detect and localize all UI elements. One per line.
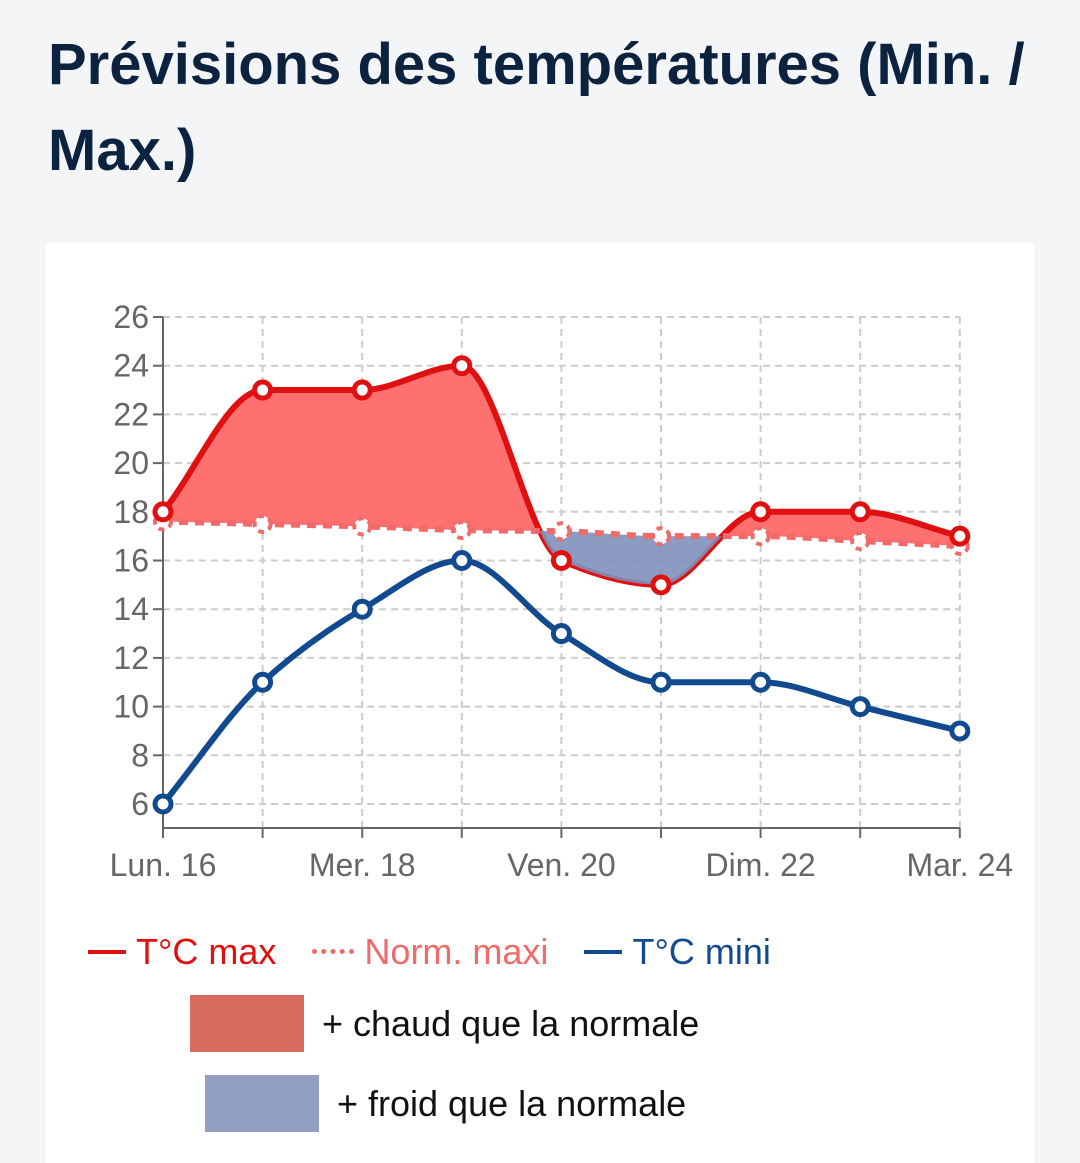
y-tick-label: 16 xyxy=(113,543,149,579)
norm-point xyxy=(551,521,572,542)
cold-legend-label: + froid que la normale xyxy=(337,1083,687,1124)
min-point xyxy=(152,793,174,815)
norm-point xyxy=(352,516,373,537)
y-tick-label: 10 xyxy=(113,689,149,725)
min-point xyxy=(650,671,672,693)
y-tick-label: 24 xyxy=(113,348,149,384)
norm-point xyxy=(252,513,273,534)
solid-line-icon xyxy=(584,950,623,954)
page-title: Prévisions des températures (Min. / Max.… xyxy=(48,32,1025,183)
legend-max[interactable]: T°C max xyxy=(88,931,276,973)
x-tick-label: Dim. 22 xyxy=(705,847,815,883)
max-point xyxy=(949,525,971,547)
y-tick-label: 14 xyxy=(113,591,149,627)
min-point xyxy=(750,671,772,693)
min-point xyxy=(252,671,274,693)
y-tick-label: 18 xyxy=(113,494,149,530)
max-point xyxy=(152,501,174,523)
legend-min[interactable]: T°C mini xyxy=(584,931,771,973)
dashed-line-icon xyxy=(312,949,355,954)
y-tick-label: 20 xyxy=(113,445,149,481)
cold-swatch xyxy=(205,1075,319,1132)
y-tick-label: 22 xyxy=(113,396,149,432)
norm-point xyxy=(651,526,671,547)
temperature-chart: 6 8 10 12 14 16 18 20 22 24 26 Lun. 16 Mer. 18 Ven. 2… xyxy=(110,299,1014,883)
max-point xyxy=(650,574,672,596)
min-point xyxy=(451,550,473,571)
max-point xyxy=(849,501,871,523)
y-tick-label: 12 xyxy=(113,640,149,676)
max-point xyxy=(451,355,473,377)
warm-legend-label: + chaud que la normale xyxy=(322,1003,700,1044)
min-point xyxy=(949,720,971,742)
max-point xyxy=(750,501,772,523)
series-line-min xyxy=(160,557,961,806)
max-point xyxy=(252,379,274,401)
norm-point xyxy=(451,520,472,541)
y-tick-label: 6 xyxy=(131,786,149,822)
max-point xyxy=(550,550,572,571)
max-point xyxy=(351,379,373,401)
warm-swatch xyxy=(190,995,304,1052)
x-tick-label: Mar. 24 xyxy=(906,847,1013,883)
norm-point xyxy=(750,526,771,547)
solid-line-icon xyxy=(88,950,126,954)
y-tick-label: 26 xyxy=(113,299,149,335)
min-point xyxy=(351,598,373,620)
x-tick-label: Mer. 18 xyxy=(309,847,416,883)
legend: T°C max Norm. maxi T°C mini xyxy=(88,921,771,973)
y-tick-label: 8 xyxy=(131,737,149,773)
norm-point xyxy=(850,531,871,552)
x-tick-label: Ven. 20 xyxy=(507,847,616,883)
chart-card: 6 8 10 12 14 16 18 20 22 24 26 Lun. 16 Mer. 18 Ven. 2… xyxy=(46,243,1034,1163)
min-point xyxy=(849,696,871,718)
x-tick-label: Lun. 16 xyxy=(110,847,217,883)
min-point xyxy=(550,623,572,645)
series-line-norm xyxy=(162,518,960,549)
legend-norm[interactable]: Norm. maxi xyxy=(312,931,548,973)
